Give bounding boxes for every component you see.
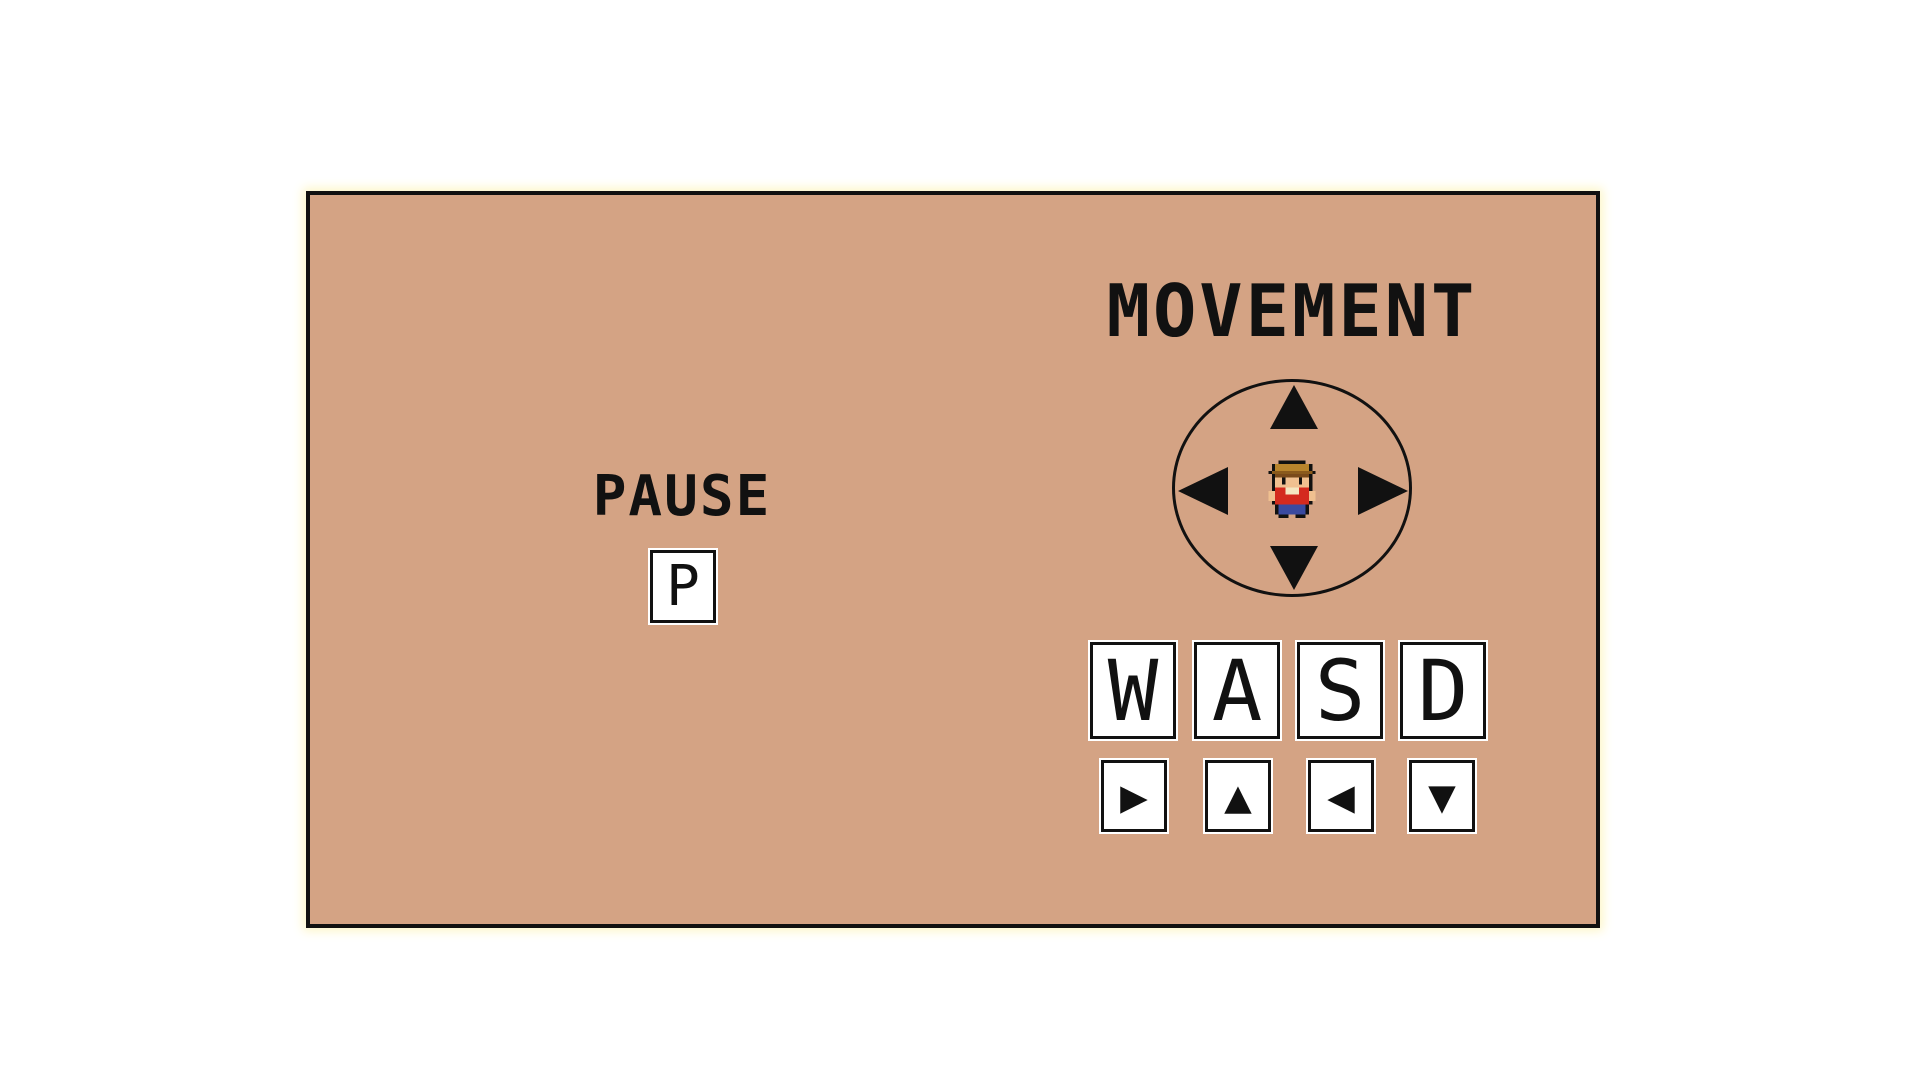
movement-dpad [1172,379,1412,597]
w-key[interactable]: W [1088,640,1178,741]
left-arrow-key[interactable]: ◀ [1306,758,1376,834]
left-arrow-icon [1178,467,1228,515]
movement-title: MOVEMENT [1106,269,1478,353]
s-key[interactable]: S [1295,640,1385,741]
up-arrow-key[interactable]: ▲ [1203,758,1273,834]
controls-panel: PAUSE P MOVEMENT [306,191,1600,928]
pause-title: PAUSE [592,464,772,529]
right-arrow-icon [1358,467,1408,515]
up-arrow-icon [1270,385,1318,429]
farmer-character-icon [1268,460,1316,518]
pause-key[interactable]: P [648,548,718,625]
right-arrow-key[interactable]: ▶ [1099,758,1169,834]
d-key[interactable]: D [1398,640,1488,741]
down-arrow-icon [1270,546,1318,590]
a-key[interactable]: A [1192,640,1282,741]
down-arrow-key[interactable]: ▼ [1407,758,1477,834]
